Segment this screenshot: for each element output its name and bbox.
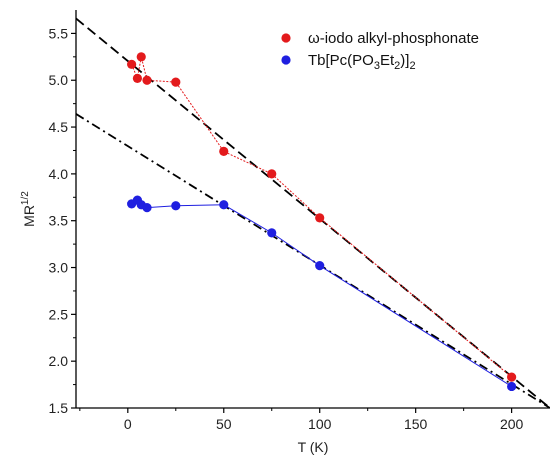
- data-point: [132, 73, 143, 83]
- x-tick-label: 50: [216, 416, 232, 432]
- data-point: [315, 261, 325, 271]
- legend-marker: [281, 33, 291, 43]
- data-point: [219, 146, 229, 157]
- y-tick-label: 5.0: [49, 72, 69, 88]
- y-axis-label: MR1/2: [20, 191, 37, 227]
- y-tick-label: 2.0: [49, 353, 69, 369]
- y-tick-label: 4.0: [49, 166, 69, 182]
- x-tick-label: 150: [404, 416, 428, 432]
- y-tick-label: 2.5: [49, 306, 69, 322]
- data-point: [171, 201, 181, 211]
- data-point: [127, 59, 137, 69]
- series-line-2: [131, 199, 512, 387]
- data-point: [171, 77, 181, 87]
- data-series: [127, 52, 517, 392]
- data-point: [142, 75, 152, 85]
- data-point: [507, 372, 517, 382]
- series-line-1: [131, 56, 512, 378]
- data-point: [142, 202, 152, 213]
- data-point: [219, 200, 229, 210]
- data-point: [507, 381, 517, 392]
- data-point: [136, 52, 146, 62]
- y-tick-label: 4.5: [49, 119, 69, 135]
- legend-label: Tb[Pc(PO3Et2)]2: [308, 52, 416, 72]
- fit-line-dashed: [76, 17, 550, 408]
- y-tick-label: 3.0: [49, 260, 69, 276]
- y-tick-label: 3.5: [49, 213, 69, 229]
- x-tick-label: 100: [308, 416, 332, 432]
- x-tick-label: 200: [500, 416, 524, 432]
- y-tick-label: 5.5: [49, 25, 69, 41]
- data-point: [315, 213, 325, 223]
- legend-label: ω-iodo alkyl-phosphonate: [308, 30, 479, 47]
- data-point: [267, 169, 277, 179]
- axes: 1.5 2.0 2.5 3.0 3.5 4.0 4.5 5.0 5.5 0 50 100 150 200 T…: [20, 10, 550, 455]
- x-tick-label: 0: [124, 416, 132, 432]
- data-point: [267, 228, 277, 238]
- fit-lines: [76, 17, 550, 408]
- legend-marker: [281, 55, 291, 65]
- fit-line-dashdot: [76, 113, 550, 408]
- x-axis-label: T (K): [298, 439, 329, 455]
- y-tick-label: 1.5: [49, 400, 69, 416]
- legend: ω-iodo alkyl-phosphonate Tb[Pc(PO3Et2)]2: [281, 30, 479, 72]
